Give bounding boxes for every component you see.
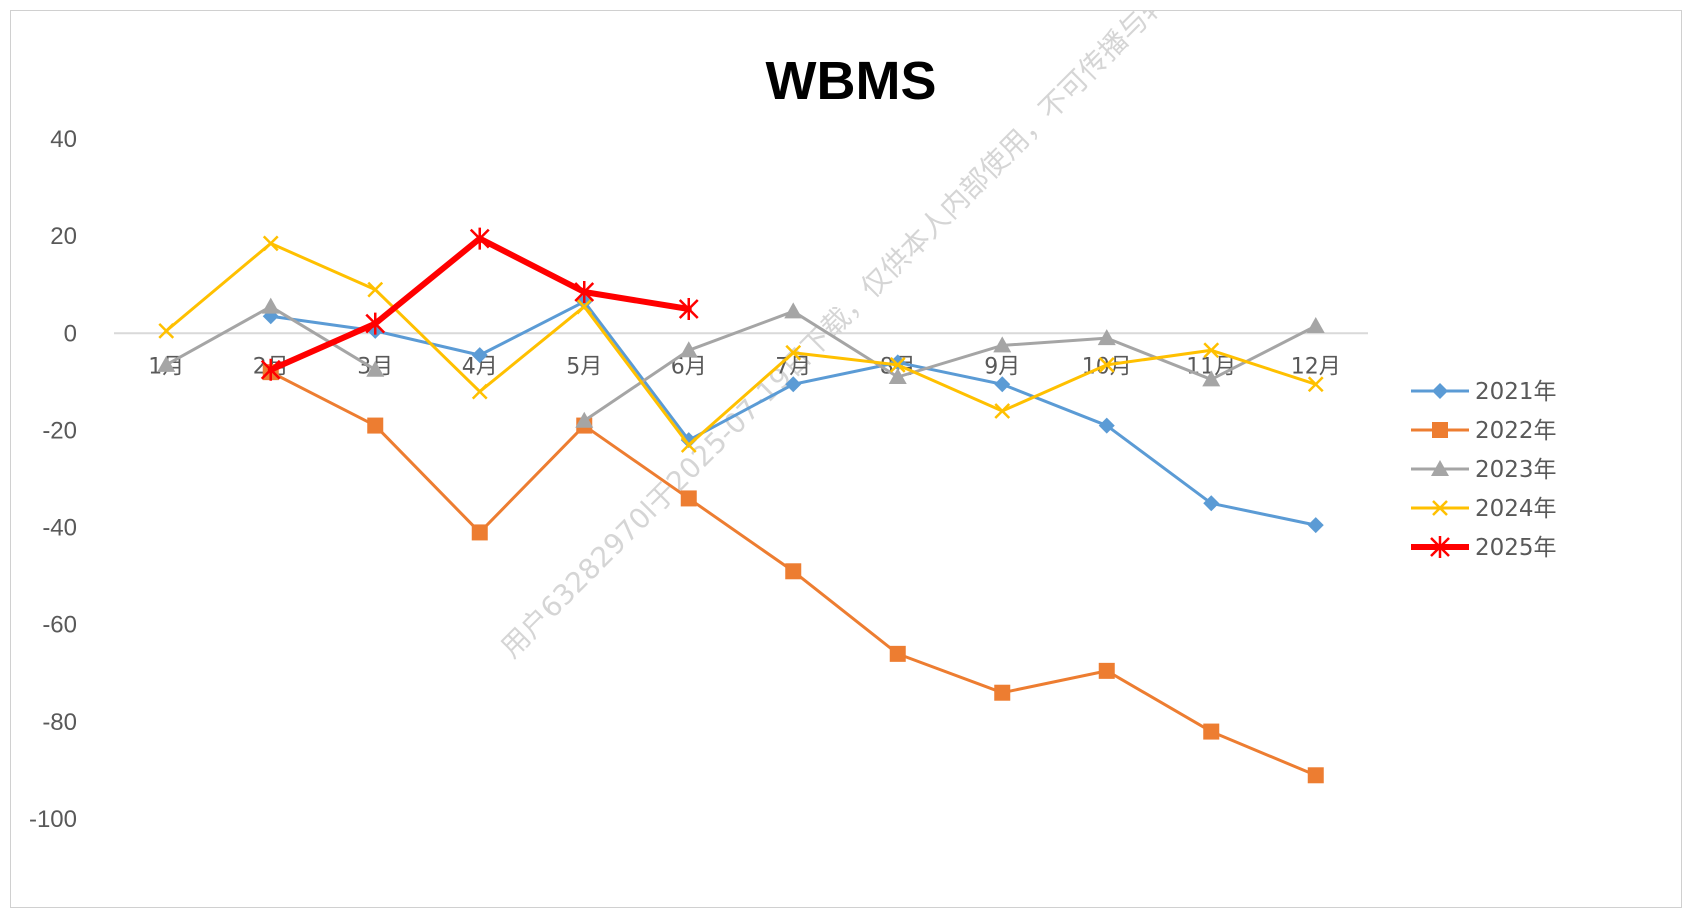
legend-item: 2021年 — [1411, 379, 1557, 405]
data-point — [1306, 317, 1325, 333]
data-point — [888, 368, 907, 384]
data-point — [574, 281, 595, 303]
x-tick-label: 7月 — [775, 354, 811, 379]
data-point — [260, 358, 281, 381]
data-point — [1203, 723, 1220, 740]
y-tick-label: -60 — [42, 612, 77, 639]
series-2021年 — [262, 293, 1324, 534]
data-point — [366, 360, 385, 377]
x-tick-label: 5月 — [566, 354, 602, 379]
data-point — [1098, 662, 1115, 679]
data-point — [1430, 536, 1450, 558]
data-point — [784, 302, 803, 319]
x-tick-label: 9月 — [984, 354, 1020, 379]
data-point — [785, 563, 802, 580]
data-point — [367, 281, 384, 298]
legend-label: 2022年 — [1475, 418, 1557, 444]
chart-frame: 用户63282970l于2025-07-19日下载，仅供本人内部使用，不可传播与… — [10, 10, 1682, 908]
y-tick-label: -100 — [29, 806, 77, 833]
x-tick-label: 12月 — [1291, 354, 1341, 379]
series-line — [582, 309, 1318, 423]
data-point — [1307, 517, 1324, 534]
y-tick-label: -20 — [42, 417, 77, 444]
data-point — [576, 298, 593, 315]
y-tick-label: 20 — [50, 223, 77, 250]
data-point — [158, 322, 175, 339]
data-point — [680, 490, 697, 507]
series-line — [269, 300, 1318, 527]
data-point — [1432, 422, 1448, 438]
series-2022年 — [262, 364, 1324, 784]
data-point — [994, 376, 1011, 393]
chart-title: WBMS — [766, 51, 937, 111]
data-point — [471, 347, 488, 364]
legend-item: 2023年 — [1411, 457, 1557, 483]
data-point — [1307, 767, 1324, 784]
data-point — [469, 227, 490, 250]
y-tick-label: -40 — [42, 515, 77, 542]
data-point — [785, 344, 802, 361]
legend-item: 2024年 — [1411, 496, 1557, 522]
legend: 2021年 2022年 2023年 2024年 2025年 — [1411, 379, 1557, 561]
data-point — [575, 411, 594, 428]
series-2025年 — [260, 227, 699, 381]
data-point — [679, 341, 698, 358]
y-tick-label: -80 — [42, 709, 77, 736]
legend-label: 2023年 — [1475, 457, 1557, 483]
series-layer — [157, 227, 1325, 784]
legend-label: 2024年 — [1475, 496, 1557, 522]
data-point — [471, 524, 488, 541]
y-axis-ticks: 40 20 0 -20 -40 -60 -80 -100 — [29, 126, 77, 833]
legend-item: 2022年 — [1411, 418, 1557, 444]
data-point — [261, 297, 280, 314]
legend-item: 2025年 — [1411, 535, 1557, 561]
data-point — [1098, 417, 1115, 434]
series-line — [164, 241, 1318, 447]
data-point — [365, 312, 386, 335]
data-point — [1307, 376, 1324, 393]
data-point — [994, 684, 1011, 701]
data-point — [1097, 329, 1116, 346]
data-point — [993, 336, 1012, 353]
data-point — [1203, 495, 1220, 512]
y-tick-label: 40 — [50, 126, 77, 153]
data-point — [1202, 370, 1221, 387]
data-point — [1432, 383, 1448, 399]
series-2023年 — [157, 297, 1325, 428]
data-point — [1432, 500, 1448, 516]
y-tick-label: 0 — [64, 320, 77, 347]
legend-label: 2021年 — [1475, 379, 1557, 405]
legend-label: 2025年 — [1475, 535, 1557, 561]
series-2024年 — [158, 235, 1324, 453]
data-point — [1431, 460, 1449, 476]
line-chart: 用户63282970l于2025-07-19日下载，仅供本人内部使用，不可传播与… — [29, 11, 1557, 833]
data-point — [262, 235, 279, 252]
data-point — [889, 356, 906, 373]
data-point — [471, 383, 488, 400]
data-point — [678, 298, 699, 320]
data-point — [157, 355, 176, 372]
data-point — [785, 376, 802, 393]
data-point — [1203, 342, 1220, 359]
data-point — [680, 432, 697, 449]
data-point — [367, 417, 384, 434]
data-point — [680, 437, 697, 453]
data-point — [889, 645, 906, 662]
data-point — [994, 403, 1011, 419]
data-point — [1098, 356, 1115, 373]
x-tick-label: 10月 — [1082, 354, 1132, 379]
